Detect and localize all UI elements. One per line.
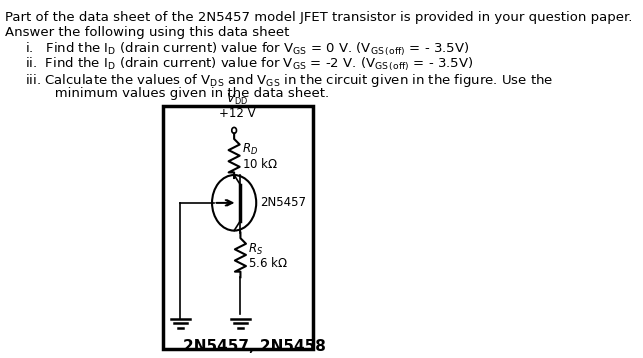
Text: ii.  Find the $\mathrm{I_D}$ (drain current) value for $\mathrm{V_{GS}}$ = -2 V.: ii. Find the $\mathrm{I_D}$ (drain curre… xyxy=(25,56,473,73)
Text: $R_S$: $R_S$ xyxy=(248,241,264,256)
Text: 2N5457: 2N5457 xyxy=(260,196,306,209)
Text: +12 V: +12 V xyxy=(219,107,256,120)
Text: i.   Find the $\mathrm{I_D}$ (drain current) value for $\mathrm{V_{GS}}$ = 0 V. : i. Find the $\mathrm{I_D}$ (drain curren… xyxy=(25,41,469,58)
Text: 2N5457, 2N5458: 2N5457, 2N5458 xyxy=(183,339,326,354)
Text: $V_{\mathrm{DD}}$: $V_{\mathrm{DD}}$ xyxy=(226,91,248,107)
Text: 10 k$\Omega$: 10 k$\Omega$ xyxy=(242,156,278,171)
Bar xyxy=(163,106,313,349)
Text: $R_D$: $R_D$ xyxy=(242,142,258,157)
Text: iii. Calculate the values of $\mathrm{V_{DS}}$ and $\mathrm{V_{GS}}$ in the circ: iii. Calculate the values of $\mathrm{V_… xyxy=(25,72,553,89)
Text: Answer the following using this data sheet: Answer the following using this data she… xyxy=(5,26,290,39)
Text: Part of the data sheet of the 2N5457 model JFET transistor is provided in your q: Part of the data sheet of the 2N5457 mod… xyxy=(5,11,633,24)
Text: 5.6 k$\Omega$: 5.6 k$\Omega$ xyxy=(248,256,288,270)
Text: minimum values given in the data sheet.: minimum values given in the data sheet. xyxy=(25,87,329,100)
